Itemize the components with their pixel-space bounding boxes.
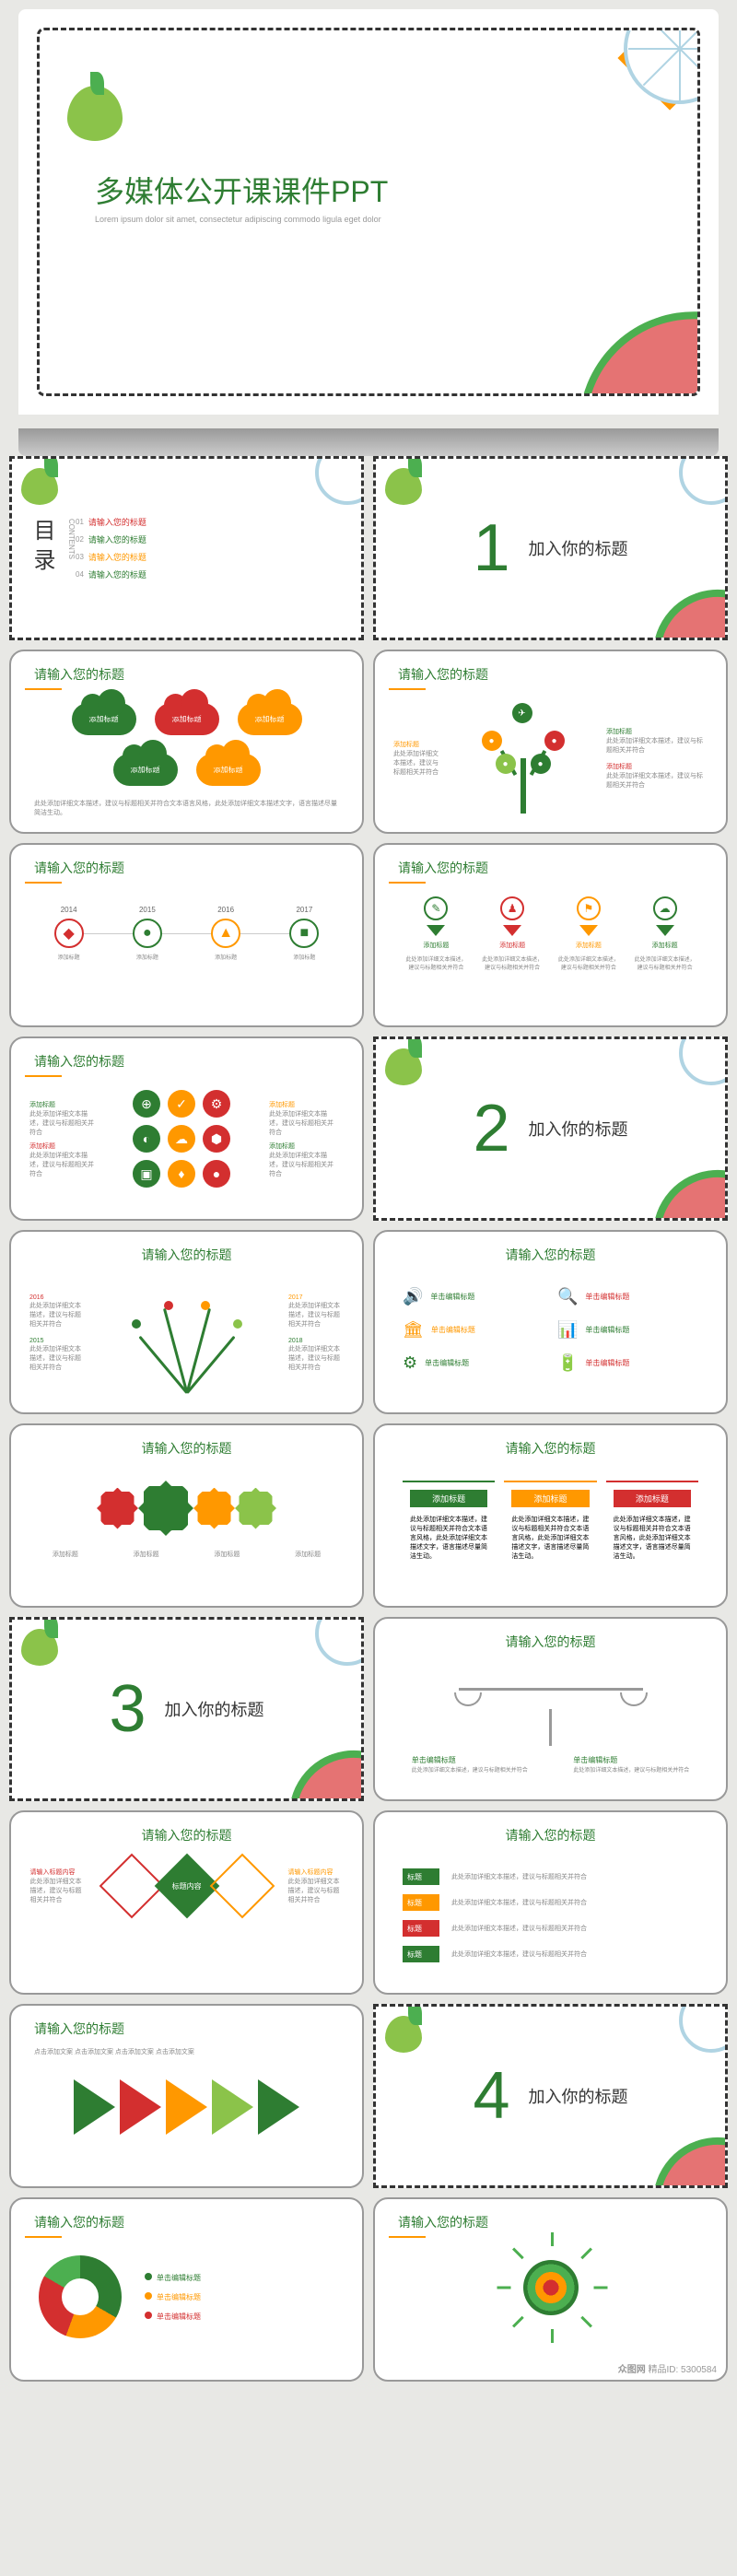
timeline-slide: 请输入您的标题 2014◆添加标题 2015●添加标题 2016▲添加标题 20… bbox=[9, 843, 364, 1027]
section-number: 1 bbox=[473, 510, 509, 586]
slide-title: 请输入您的标题 bbox=[25, 1052, 348, 1071]
monitor-frame: 多媒体公开课课件PPT Lorem ipsum dolor sit amet, … bbox=[18, 9, 719, 415]
slide-title: 请输入您的标题 bbox=[389, 1439, 712, 1458]
bulb-slide: 请输入您的标题 众图网 精品ID: 5300584 bbox=[373, 2197, 728, 2382]
slide-title: 请输入您的标题 bbox=[25, 2020, 348, 2038]
gear-icon bbox=[101, 1493, 134, 1525]
slide-title: 请输入您的标题 bbox=[25, 1439, 348, 1458]
donut-slide: 请输入您的标题 单击编辑标题 单击编辑标题 单击编辑标题 bbox=[9, 2197, 364, 2382]
label-arrows-slide: 请输入您的标题 标题此处添加详细文本描述，建议与标题相关并符合 标题此处添加详细… bbox=[373, 1810, 728, 1995]
slide-title: 请输入您的标题 bbox=[25, 859, 348, 877]
tree-slide: 请输入您的标题 添加标题 此处添加详细文本描述，建议与标题相关并符合 ✈ ● ●… bbox=[373, 650, 728, 834]
toc-items: 01请输入您的标题 02请输入您的标题 03请输入您的标题 04请输入您的标题 bbox=[76, 510, 347, 586]
citrus-decoration bbox=[624, 28, 700, 104]
slides-grid: 目录 CONTENTS 01请输入您的标题 02请输入您的标题 03请输入您的标… bbox=[9, 456, 728, 2382]
slide-title: 请输入您的标题 bbox=[389, 859, 712, 877]
apple-icon bbox=[385, 2016, 422, 2053]
section-1-slide: 1 加入你的标题 bbox=[373, 456, 728, 640]
section-number: 3 bbox=[109, 1671, 146, 1747]
gear-icon bbox=[143, 1485, 189, 1531]
bulb-chart bbox=[523, 2260, 579, 2315]
apple-icon bbox=[21, 1629, 58, 1666]
slide-title: 请输入您的标题 bbox=[389, 1826, 712, 1844]
flower-slide: 请输入您的标题 2016此处添加详细文本描述，建议与标题相关并符合 2015此处… bbox=[9, 1230, 364, 1414]
section-number: 2 bbox=[473, 1091, 509, 1166]
cloud-item: 添加标题 bbox=[238, 703, 302, 735]
main-title: 多媒体公开课课件PPT bbox=[95, 169, 388, 211]
donut-chart bbox=[39, 2255, 122, 2338]
slide-title: 请输入您的标题 bbox=[25, 2213, 348, 2231]
apple-icon bbox=[385, 468, 422, 505]
watermark: 众图网 精品ID: 5300584 bbox=[618, 2361, 717, 2375]
slide-title: 请输入您的标题 bbox=[389, 2213, 712, 2231]
apple-icon bbox=[21, 468, 58, 505]
description: 此处添加详细文本描述，建议与标题相关并符合文本语言风格，此处添加详细文本描述文字… bbox=[25, 795, 348, 823]
cloud-item: 添加标题 bbox=[196, 754, 261, 786]
section-2-slide: 2 加入你的标题 bbox=[373, 1036, 728, 1221]
monitor-stand bbox=[18, 428, 719, 456]
title-slide: 多媒体公开课课件PPT Lorem ipsum dolor sit amet, … bbox=[37, 28, 700, 396]
icon-tree-slide: 请输入您的标题 添加标题此处添加详细文本描述，建议与标题相关并符合 添加标题此处… bbox=[9, 1036, 364, 1221]
subtitle: Lorem ipsum dolor sit amet, consectetur … bbox=[95, 215, 381, 224]
slide-title: 请输入您的标题 bbox=[25, 1246, 348, 1264]
arrows-slide: 请输入您的标题 ✎添加标题此处添加详细文本描述，建议与标题相关并符合 ♟添加标题… bbox=[373, 843, 728, 1027]
apple-decoration bbox=[67, 86, 123, 141]
gears-slide: 请输入您的标题 添加标题添加标题 添加标题添加标题 bbox=[9, 1423, 364, 1608]
section-4-slide: 4 加入你的标题 bbox=[373, 2004, 728, 2188]
flower-chart bbox=[118, 1273, 256, 1393]
cloud-item: 添加标题 bbox=[113, 754, 178, 786]
section-title: 加入你的标题 bbox=[529, 1117, 628, 1141]
tree-diagram: ✈ ● ● ● ● bbox=[468, 703, 579, 814]
slide-title: 请输入您的标题 bbox=[25, 1826, 348, 1844]
cloud-item: 添加标题 bbox=[72, 703, 136, 735]
slide-title: 请输入您的标题 bbox=[389, 1633, 712, 1651]
info-cols-slide: 请输入您的标题 添加标题此处添加详细文本描述，建议与标题相关并符合文本语言风格，… bbox=[373, 1423, 728, 1608]
clouds-slide: 请输入您的标题 添加标题 添加标题 添加标题 添加标题 添加标题 此处添加详细文… bbox=[9, 650, 364, 834]
slide-title: 请输入您的标题 bbox=[389, 665, 712, 684]
section-3-slide: 3 加入你的标题 bbox=[9, 1617, 364, 1801]
balance-diagram bbox=[389, 1660, 712, 1755]
cloud-item: 添加标题 bbox=[155, 703, 219, 735]
slide-title: 请输入您的标题 bbox=[389, 1246, 712, 1264]
triangles-slide: 请输入您的标题 点击添加文案 点击添加文案 点击添加文案 点击添加文案 bbox=[9, 2004, 364, 2188]
icon-items-slide: 请输入您的标题 🔊单击编辑标题 🔍单击编辑标题 🏛单击编辑标题 📊单击编辑标题 … bbox=[373, 1230, 728, 1414]
section-number: 4 bbox=[473, 2058, 509, 2134]
section-title: 加入你的标题 bbox=[529, 536, 628, 560]
timeline: 2014◆添加标题 2015●添加标题 2016▲添加标题 2017■添加标题 bbox=[25, 887, 348, 979]
toc-slide: 目录 CONTENTS 01请输入您的标题 02请输入您的标题 03请输入您的标… bbox=[9, 456, 364, 640]
slide-title: 请输入您的标题 bbox=[25, 665, 348, 684]
balance-slide: 请输入您的标题 单击编辑标题此处添加详细文本描述，建议与标题相关并符合 单击编辑… bbox=[373, 1617, 728, 1801]
diamonds-slide: 请输入您的标题 请输入标题内容此处添加详细文本描述，建议与标题相关并符合 标题内… bbox=[9, 1810, 364, 1995]
section-title: 加入你的标题 bbox=[529, 2084, 628, 2108]
section-title: 加入你的标题 bbox=[165, 1697, 264, 1721]
gears-diagram bbox=[25, 1467, 348, 1550]
watermelon-decoration bbox=[546, 279, 700, 396]
gear-icon bbox=[240, 1493, 272, 1525]
toc-sublabel: CONTENTS bbox=[67, 519, 76, 578]
toc-label: 目录 bbox=[26, 519, 58, 578]
gear-icon bbox=[198, 1493, 230, 1525]
triangles-chart bbox=[25, 2061, 348, 2153]
apple-icon bbox=[385, 1048, 422, 1085]
